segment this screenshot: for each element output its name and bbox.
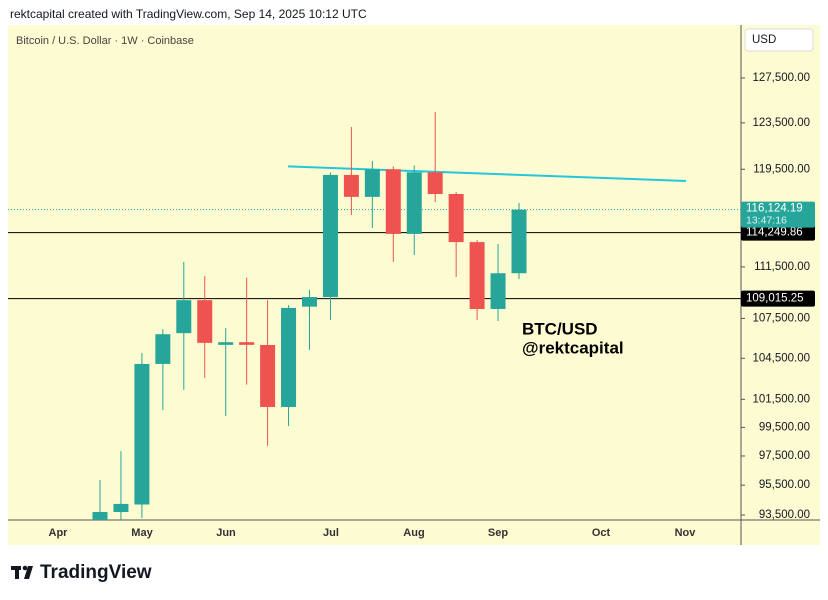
last-price-box [741, 201, 815, 228]
candle-body [469, 242, 485, 309]
last-price-label: 116,124.19 [746, 203, 803, 215]
currency: USD [752, 34, 776, 46]
chart-title: Bitcoin / U.S. Dollar · 1W · Coinbase [16, 35, 194, 47]
x-tick-label: Jun [216, 527, 236, 539]
x-tick-label: Jul [323, 527, 339, 539]
candle-body [490, 273, 506, 309]
y-tick-label: 97,500.00 [759, 450, 810, 462]
y-tick-label: 95,500.00 [759, 479, 810, 491]
y-tick-label: 107,500.00 [752, 312, 810, 324]
y-tick-label: 101,500.00 [752, 393, 810, 405]
candle-body [239, 342, 255, 345]
y-tick-label: 127,500.00 [752, 72, 810, 84]
candle-body [260, 344, 276, 407]
candle-body [343, 174, 359, 197]
logo-text: TradingView [40, 562, 152, 583]
candle-body [427, 172, 443, 194]
level-label-box [741, 224, 815, 241]
candle-body [197, 300, 213, 343]
level-label: 114,249.86 [746, 227, 803, 239]
y-tick-label: 93,500.00 [759, 509, 810, 521]
countdown: 13:47:16 [746, 214, 787, 226]
candle-body [406, 172, 422, 234]
candle-body [176, 300, 192, 334]
y-tick-label: 99,500.00 [759, 421, 810, 433]
candle-body [134, 363, 150, 505]
candle-body [511, 209, 527, 274]
candle-body [302, 297, 317, 307]
header: rektcapital created with TradingView.com… [10, 7, 367, 21]
level-label: 109,015.25 [746, 293, 804, 305]
candle-body [113, 503, 129, 513]
x-tick-label: May [131, 527, 153, 539]
level-label-box [741, 290, 815, 307]
x-tick-label: Oct [592, 527, 611, 539]
annotation: BTC/USD [522, 319, 598, 338]
candle-body [385, 169, 401, 234]
candle-body [364, 169, 380, 197]
x-tick-label: Nov [675, 527, 697, 539]
chart-background [8, 25, 820, 545]
y-tick-label: 111,500.00 [754, 261, 810, 273]
candle-body [92, 512, 108, 520]
y-tick-label: 119,500.00 [753, 163, 810, 175]
candle-body [448, 193, 464, 243]
candle-body [281, 307, 297, 407]
currency-box [744, 28, 814, 52]
x-tick-label: Sep [488, 527, 508, 539]
annotation: @rektcapital [522, 338, 624, 357]
x-tick-label: Apr [49, 527, 69, 539]
y-tick-label: 104,500.00 [752, 352, 810, 364]
candle-body [155, 334, 171, 364]
candle-body [218, 342, 234, 345]
trendline [287, 165, 687, 182]
candle-body [322, 174, 338, 298]
x-tick-label: Aug [403, 527, 424, 539]
logo-icon [11, 565, 33, 579]
y-tick-label: 123,500.00 [752, 117, 810, 129]
